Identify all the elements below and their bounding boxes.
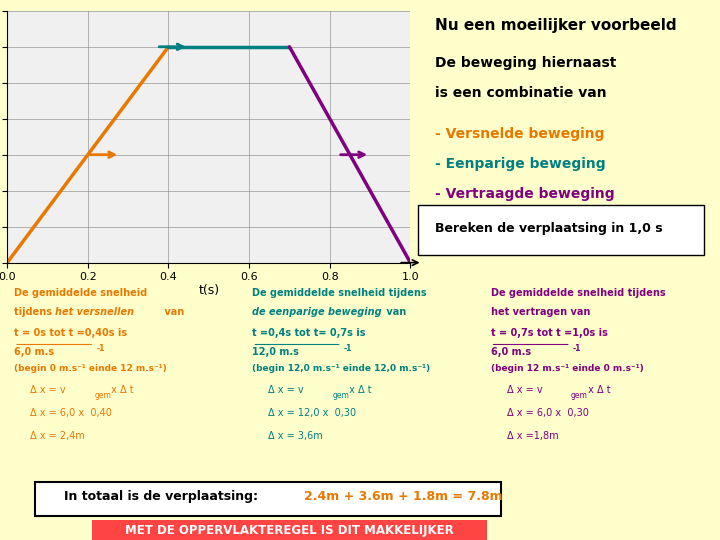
Text: 6,0 m.s: 6,0 m.s: [490, 347, 531, 357]
FancyBboxPatch shape: [92, 520, 487, 540]
Text: (begin 12 m.s⁻¹ einde 0 m.s⁻¹): (begin 12 m.s⁻¹ einde 0 m.s⁻¹): [490, 364, 644, 374]
Text: Δ x = 6,0 x  0,30: Δ x = 6,0 x 0,30: [507, 408, 588, 418]
Text: (begin 12,0 m.s⁻¹ einde 12,0 m.s⁻¹): (begin 12,0 m.s⁻¹ einde 12,0 m.s⁻¹): [252, 364, 431, 374]
Text: Δ x = v: Δ x = v: [507, 386, 542, 395]
Text: - Eenparige beweging: - Eenparige beweging: [436, 157, 606, 171]
Text: - Vertraagde beweging: - Vertraagde beweging: [436, 187, 615, 201]
Text: Δ x = 2,4m: Δ x = 2,4m: [30, 430, 85, 441]
Text: t = 0s tot t =0,40s is: t = 0s tot t =0,40s is: [14, 328, 130, 338]
Text: gem: gem: [333, 390, 349, 400]
FancyBboxPatch shape: [35, 482, 501, 516]
Text: Δ x = 3,6m: Δ x = 3,6m: [269, 430, 323, 441]
Text: het versnellen: het versnellen: [55, 307, 135, 317]
Text: Δ x = 12,0 x  0,30: Δ x = 12,0 x 0,30: [269, 408, 356, 418]
Text: van: van: [161, 307, 184, 317]
Text: De gemiddelde snelheid tijdens: De gemiddelde snelheid tijdens: [252, 288, 427, 298]
Text: (begin 0 m.s⁻¹ einde 12 m.s⁻¹): (begin 0 m.s⁻¹ einde 12 m.s⁻¹): [14, 364, 167, 374]
Text: t = 0,7s tot t =1,0s is: t = 0,7s tot t =1,0s is: [490, 328, 611, 338]
Text: -1: -1: [344, 343, 352, 353]
Text: x Δ t: x Δ t: [346, 386, 372, 395]
Text: gem: gem: [94, 390, 111, 400]
Text: - Versnelde beweging: - Versnelde beweging: [436, 127, 605, 140]
Text: De beweging hiernaast: De beweging hiernaast: [436, 56, 617, 70]
FancyBboxPatch shape: [418, 205, 704, 255]
X-axis label: t(s): t(s): [198, 284, 220, 297]
Text: t =0,4s tot t= 0,7s is: t =0,4s tot t= 0,7s is: [252, 328, 369, 338]
Text: Δ x = 6,0 x  0,40: Δ x = 6,0 x 0,40: [30, 408, 112, 418]
Text: In totaal is de verplaatsing:: In totaal is de verplaatsing:: [63, 490, 262, 503]
Text: de eenparige beweging: de eenparige beweging: [252, 307, 382, 317]
Text: 6,0 m.s: 6,0 m.s: [14, 347, 54, 357]
Text: De gemiddelde snelheid: De gemiddelde snelheid: [14, 288, 148, 298]
Text: x Δ t: x Δ t: [585, 386, 610, 395]
Text: -1: -1: [96, 343, 105, 353]
Text: MET DE OPPERVLAKTEREGEL IS DIT MAKKELIJKER: MET DE OPPERVLAKTEREGEL IS DIT MAKKELIJK…: [125, 524, 454, 537]
Text: De gemiddelde snelheid tijdens: De gemiddelde snelheid tijdens: [490, 288, 665, 298]
Text: Δ x =1,8m: Δ x =1,8m: [507, 430, 558, 441]
Text: 2.4m + 3.6m + 1.8m = 7.8m: 2.4m + 3.6m + 1.8m = 7.8m: [304, 490, 502, 503]
Text: tijdens: tijdens: [14, 307, 55, 317]
Text: -1: -1: [573, 343, 582, 353]
Text: Nu een moeilijker voorbeeld: Nu een moeilijker voorbeeld: [436, 18, 677, 33]
Text: Δ x = v: Δ x = v: [30, 386, 66, 395]
Text: x Δ t: x Δ t: [108, 386, 134, 395]
Text: is een combinatie van: is een combinatie van: [436, 86, 607, 100]
Text: van: van: [383, 307, 406, 317]
Text: het vertragen van: het vertragen van: [490, 307, 590, 317]
Text: 12,0 m.s: 12,0 m.s: [252, 347, 300, 357]
Text: Bereken de verplaatsing in 1,0 s: Bereken de verplaatsing in 1,0 s: [436, 222, 663, 235]
Text: gem: gem: [571, 390, 588, 400]
Text: Δ x = v: Δ x = v: [269, 386, 304, 395]
